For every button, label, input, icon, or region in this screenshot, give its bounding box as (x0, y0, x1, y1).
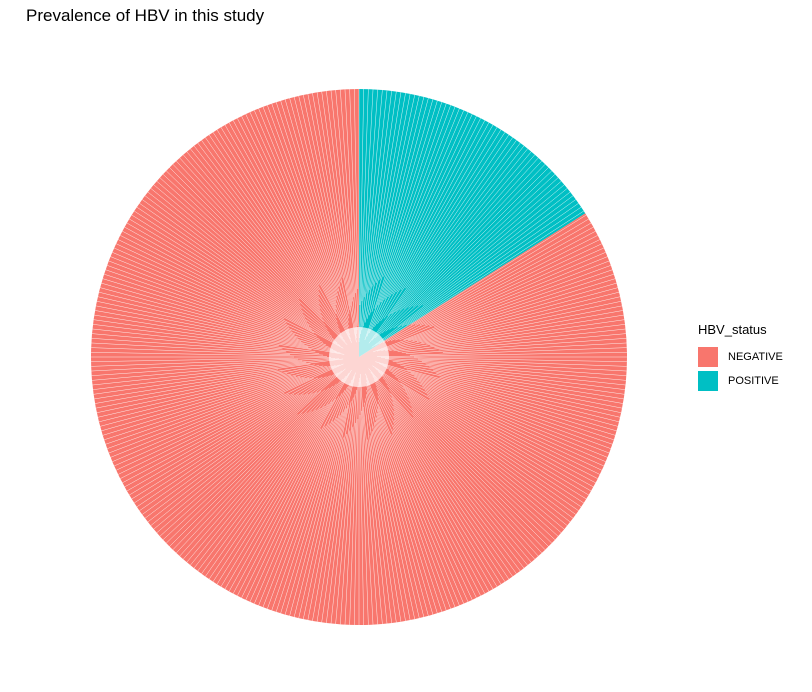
pie-slice-positive (359, 89, 586, 357)
pie-slice-lines (91, 89, 627, 625)
legend-swatch-positive (698, 371, 718, 391)
legend-label-positive: POSITIVE (728, 375, 779, 387)
chart-title: Prevalence of HBV in this study (26, 6, 265, 25)
legend-label-negative: NEGATIVE (728, 351, 783, 363)
legend-item-positive: POSITIVE (698, 369, 783, 393)
legend-item-negative: NEGATIVE (698, 345, 783, 369)
legend-title: HBV_status (698, 322, 767, 337)
legend: HBV_status NEGATIVE POSITIVE (698, 322, 783, 393)
legend-swatch-negative (698, 347, 718, 367)
